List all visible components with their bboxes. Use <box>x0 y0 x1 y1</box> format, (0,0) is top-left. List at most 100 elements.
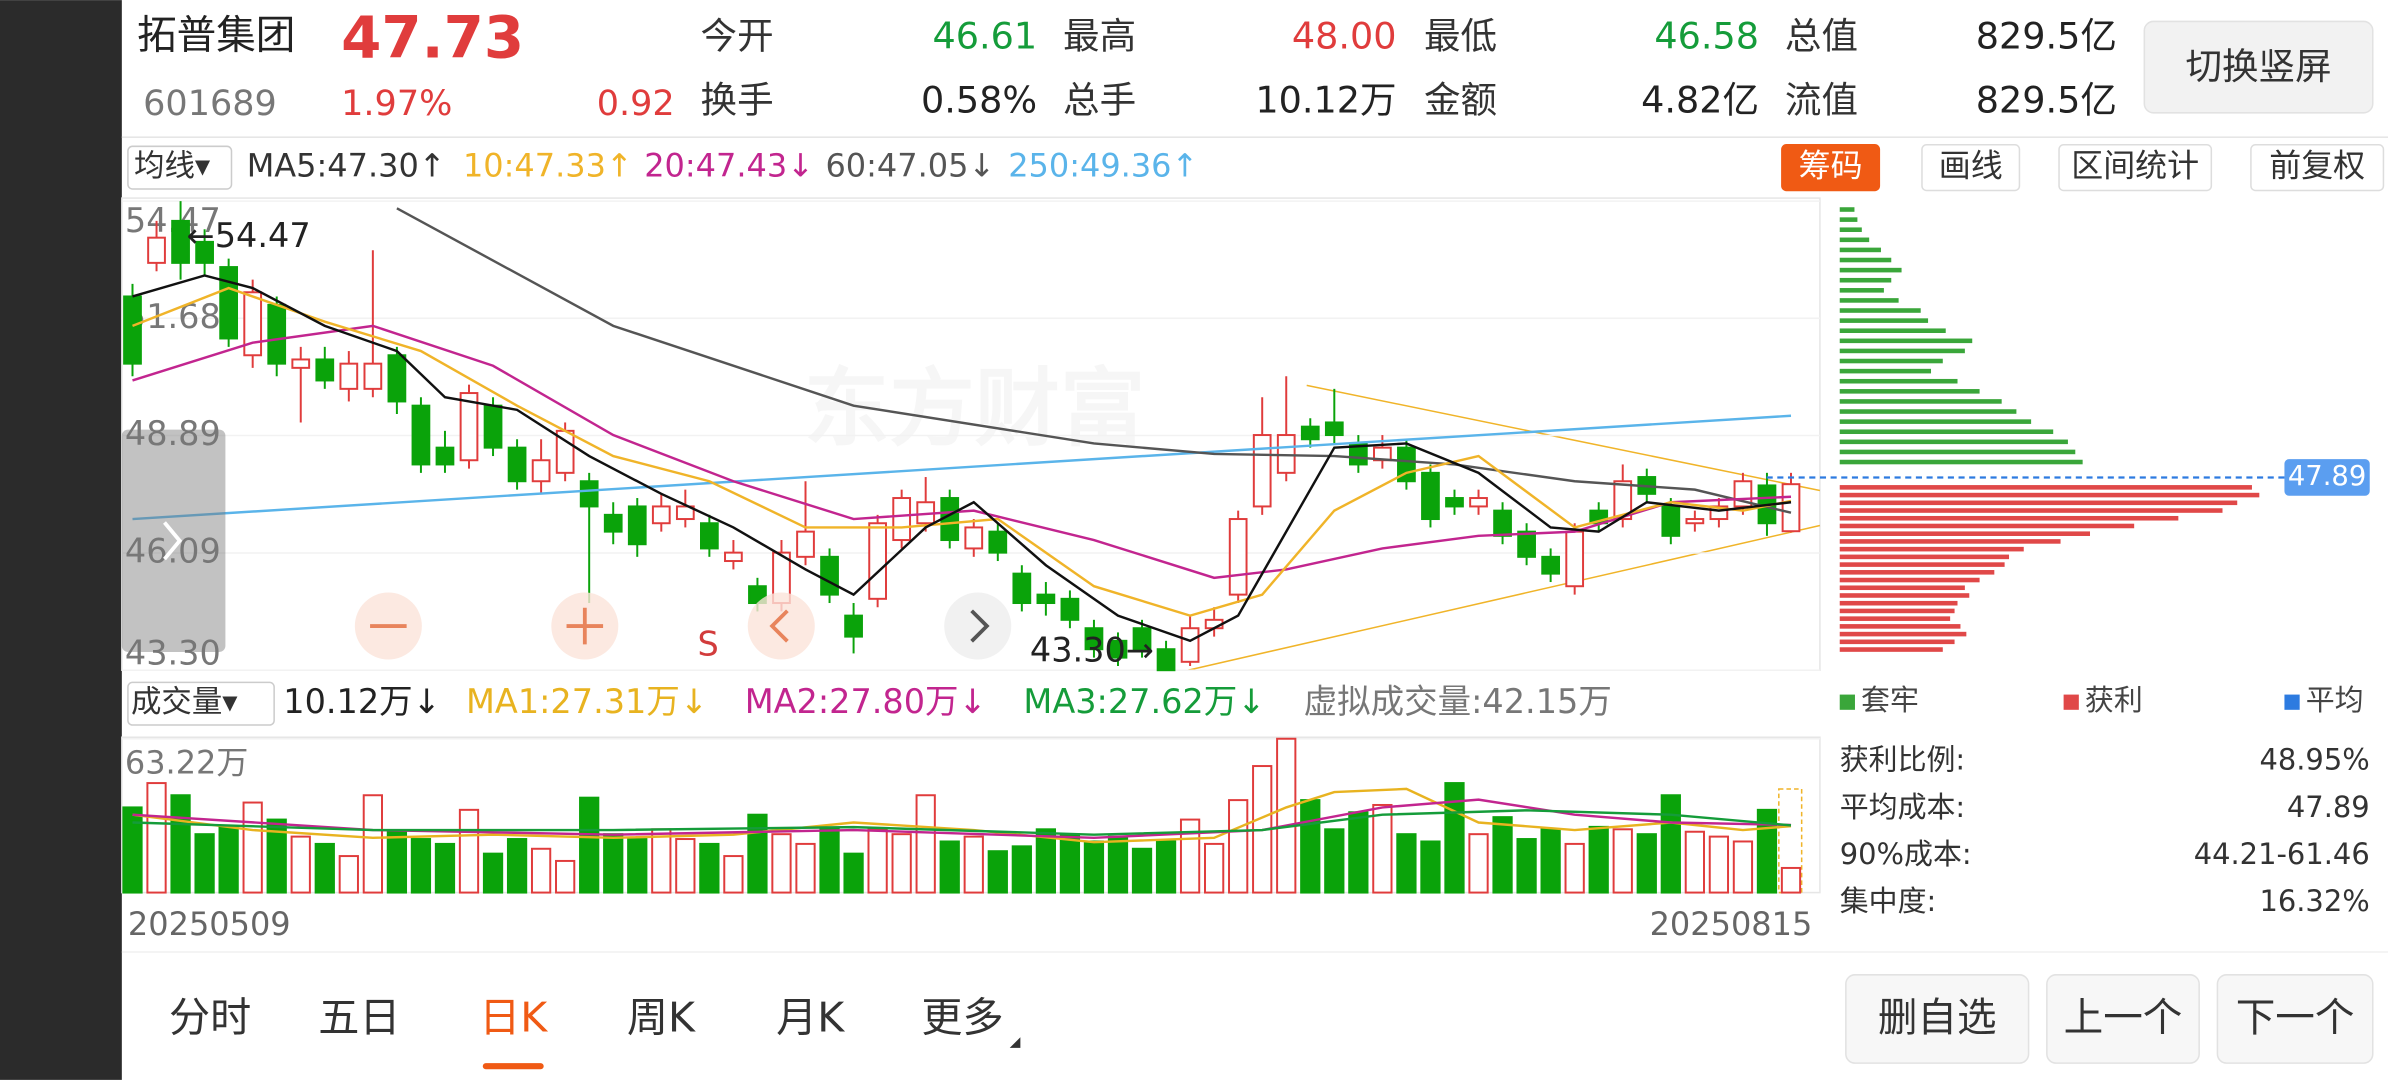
panel-toggle-arrow[interactable] <box>163 521 183 561</box>
stock-code: 601689 <box>143 83 277 124</box>
period-tab[interactable]: 月K <box>776 993 845 1041</box>
candle-body <box>1324 421 1344 437</box>
candle-body <box>675 505 695 521</box>
volume-bar <box>338 855 359 894</box>
candle-body <box>603 513 623 533</box>
period-tab[interactable]: 日K <box>479 993 548 1041</box>
volume-bar <box>1131 847 1153 894</box>
volume-bar <box>1059 833 1081 894</box>
tool-button-label[interactable]: 画线 <box>1939 147 2003 185</box>
change: 0.92 <box>597 83 675 124</box>
period-tab[interactable]: 更多 <box>921 993 1003 1041</box>
stat-label: 换手 <box>701 79 774 122</box>
candle-body <box>483 404 503 449</box>
orientation-button-label[interactable]: 切换竖屏 <box>2185 45 2331 88</box>
stat-value: 829.5亿 <box>1976 15 2117 58</box>
legend-swatch <box>2284 694 2300 710</box>
chip-bar <box>1839 358 1943 364</box>
chip-bar <box>1839 631 1967 637</box>
ma-line <box>132 274 1792 643</box>
ma-legend: 60:47.05↓ <box>825 147 995 185</box>
tool-button-label[interactable]: 区间统计 <box>2071 147 2199 185</box>
stat-label: 总手 <box>1063 79 1136 122</box>
candle-body <box>1517 530 1536 558</box>
ma-selector-label[interactable]: 均线▾ <box>134 149 211 184</box>
volume-bar <box>1732 840 1754 894</box>
candle-body <box>243 291 263 357</box>
volume-bar <box>1684 830 1705 894</box>
candle-body <box>1228 518 1248 596</box>
tool-button[interactable] <box>1921 144 2021 192</box>
legend-swatch <box>1839 694 1855 710</box>
candle-body <box>964 526 984 550</box>
chip-bar <box>1839 399 2002 404</box>
ma-selector[interactable] <box>127 145 233 190</box>
chip-bar <box>1839 378 1958 384</box>
candle-body <box>171 219 190 264</box>
action-button-label[interactable]: 下一个 <box>2236 995 2355 1041</box>
volume-bar <box>699 842 720 894</box>
chip-stat-label: 90%成本: <box>1840 837 1972 871</box>
ma-line <box>132 414 1792 521</box>
chip-bar <box>1839 531 2091 536</box>
candle-body <box>820 555 839 596</box>
volume-bar <box>579 796 600 894</box>
action-button[interactable] <box>2216 974 2374 1064</box>
stat-value: 4.82亿 <box>1641 79 1759 122</box>
change-pct: 1.97% <box>341 83 452 124</box>
volume-bar <box>891 833 912 894</box>
trend-line <box>1187 524 1821 671</box>
chip-bar <box>1839 600 1958 606</box>
tool-button[interactable] <box>2250 144 2385 192</box>
candle-body <box>796 530 815 558</box>
volume-bar <box>1035 828 1057 894</box>
period-tab[interactable]: 五日 <box>318 993 400 1041</box>
chip-bar <box>1839 616 1951 621</box>
volume-bar <box>194 833 215 894</box>
volume-bar <box>1396 833 1417 894</box>
prev-icon[interactable] <box>769 609 789 643</box>
action-button[interactable] <box>2046 974 2200 1064</box>
chip-stat-label: 集中度: <box>1840 884 1937 918</box>
candle-body <box>1421 471 1440 521</box>
chip-bar <box>1839 500 2238 506</box>
candle-body <box>123 295 142 365</box>
volume-selector[interactable] <box>127 681 275 726</box>
panel-toggle[interactable] <box>121 429 226 652</box>
action-button-label[interactable]: 删自选 <box>1878 995 1997 1041</box>
volume-bar <box>1540 828 1561 894</box>
stock-name: 拓普集团 <box>137 13 295 59</box>
chip-bar <box>1839 554 2010 560</box>
period-tab[interactable]: 周K <box>627 993 696 1041</box>
prev-button[interactable] <box>747 592 815 660</box>
volume-legend: MA3:27.62万↓ <box>1023 682 1265 721</box>
volume-bar <box>819 828 840 894</box>
volume-bar <box>1324 828 1345 894</box>
candle-body <box>579 480 599 508</box>
chip-bar <box>1839 419 2032 424</box>
volume-bar <box>1372 803 1393 894</box>
orientation-button[interactable] <box>2143 20 2374 114</box>
zoom-in-icon[interactable] <box>566 607 604 645</box>
chip-stat-value: 48.95% <box>2259 743 2369 777</box>
volume-selector-label[interactable]: 成交量▾ <box>131 685 238 720</box>
stat-label: 最高 <box>1063 15 1136 58</box>
volume-bar <box>627 838 648 894</box>
volume-ma-line <box>132 809 1792 836</box>
tool-button[interactable] <box>2058 144 2213 192</box>
legend-label: 获利 <box>2085 683 2143 717</box>
tool-button-label[interactable]: 前复权 <box>2269 147 2365 185</box>
volume-bar <box>795 842 816 894</box>
next-button[interactable] <box>944 592 1012 660</box>
action-button[interactable] <box>1845 974 2030 1064</box>
tool-button-label[interactable]: 筹码 <box>1799 147 1863 185</box>
candle-body <box>1252 434 1272 508</box>
volume-bar <box>651 828 672 894</box>
tool-button[interactable] <box>1781 144 1881 192</box>
volume-bar <box>723 855 744 894</box>
next-icon[interactable] <box>970 609 990 643</box>
period-tab[interactable]: 分时 <box>169 993 251 1041</box>
action-button-label[interactable]: 上一个 <box>2064 995 2183 1041</box>
chip-bar <box>1839 570 1995 575</box>
